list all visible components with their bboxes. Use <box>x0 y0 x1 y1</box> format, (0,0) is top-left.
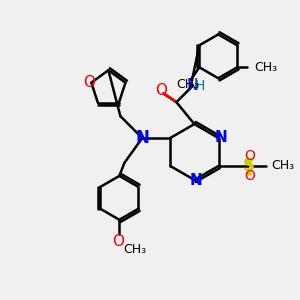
Text: N: N <box>190 173 203 188</box>
Text: O: O <box>83 75 95 90</box>
Text: O: O <box>112 234 124 249</box>
Text: H: H <box>194 79 205 93</box>
Text: O: O <box>244 169 255 183</box>
Text: N: N <box>214 130 227 145</box>
Text: CH₃: CH₃ <box>271 159 295 172</box>
Text: O: O <box>155 83 167 98</box>
Text: S: S <box>242 157 254 175</box>
Text: CH₃: CH₃ <box>176 78 199 91</box>
Text: N: N <box>135 129 149 147</box>
Text: CH₃: CH₃ <box>254 61 277 74</box>
Text: CH₃: CH₃ <box>123 243 146 256</box>
Text: N: N <box>187 78 198 93</box>
Text: O: O <box>244 149 255 163</box>
